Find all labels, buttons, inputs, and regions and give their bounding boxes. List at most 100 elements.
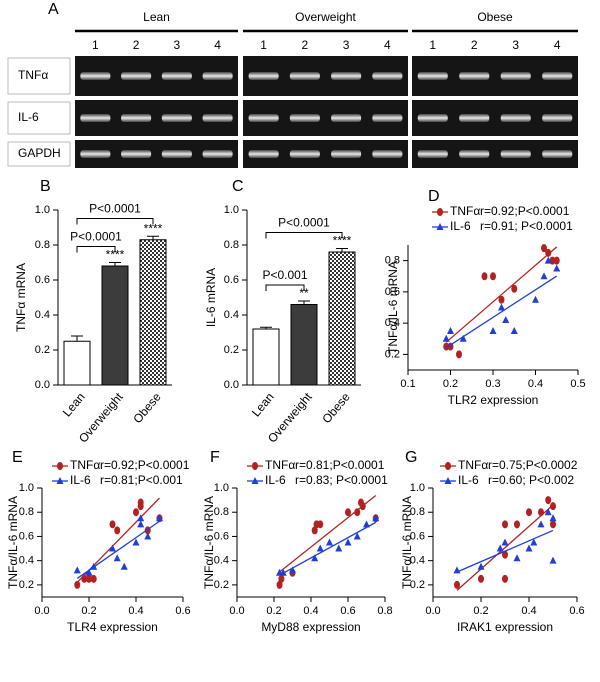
x-tick-label: 0.0 (229, 605, 244, 617)
gel-band (372, 114, 403, 122)
point (345, 508, 351, 517)
y-tick-label: 0.4 (410, 555, 425, 567)
legend-label: TNFα (70, 458, 100, 472)
legend-stat: r=0.75;P<0.0002 (488, 458, 578, 472)
point (530, 538, 538, 546)
gel-band (248, 72, 279, 80)
row-label-box (7, 57, 71, 95)
point (498, 295, 505, 304)
point (498, 303, 505, 311)
fit-line (445, 246, 558, 343)
legend-label: TNFα (458, 458, 488, 472)
x-tick-label: 0.5 (570, 378, 585, 390)
y-tick-label: 1.0 (19, 482, 34, 494)
row-label: IL-6 (18, 110, 39, 124)
x-tick-label: 0.0 (425, 605, 440, 617)
bar (63, 340, 91, 386)
point (372, 514, 380, 522)
gel-band (161, 72, 192, 80)
legend-marker (436, 223, 444, 230)
comparison-label: P<0.0001 (70, 230, 122, 244)
point (156, 514, 163, 522)
gel-band (500, 150, 531, 158)
y-tick-label: 0.6 (35, 274, 50, 286)
gel-band (121, 150, 152, 158)
x-axis-label: TLR4 expression (67, 620, 158, 634)
y-tick-label: 1.0 (410, 482, 425, 494)
point (442, 334, 450, 342)
lane-label: 2 (133, 38, 140, 52)
x-axis-label: TLR2 expression (448, 393, 539, 407)
gel-band (121, 114, 152, 122)
point (278, 574, 285, 583)
fit-line (456, 529, 554, 573)
point (540, 272, 548, 280)
point (502, 520, 508, 529)
point (120, 562, 128, 570)
panel-letter: G (405, 449, 417, 466)
significance-label: **** (144, 221, 163, 235)
point (81, 574, 88, 583)
legend-marker (251, 477, 259, 484)
point (502, 316, 510, 323)
point (276, 580, 283, 589)
x-tick-label: 0.6 (569, 605, 584, 617)
x-tick-label: Obese (130, 390, 164, 426)
y-tick-label: 0.6 (385, 286, 400, 298)
point (478, 574, 484, 583)
gel-band (161, 114, 192, 122)
y-tick-label: 0.8 (214, 506, 229, 518)
bar (139, 239, 167, 386)
gel-band (248, 114, 279, 122)
x-tick-label: 0.8 (377, 605, 392, 617)
gel-band (542, 72, 573, 80)
legend-marker (444, 477, 452, 484)
point (311, 526, 318, 535)
legend-label: TNFα (265, 458, 295, 472)
y-tick-label: 1.0 (214, 482, 229, 494)
point (317, 520, 324, 529)
point (502, 550, 508, 559)
x-tick-label: 0.2 (266, 605, 281, 617)
point (501, 538, 509, 546)
gel-band (459, 150, 490, 158)
y-tick-label: 0.8 (224, 239, 239, 251)
y-tick-label: 0.2 (385, 348, 400, 360)
y-tick-label: 0.2 (410, 579, 425, 591)
panel-letter: C (232, 178, 244, 195)
gel-band (202, 150, 233, 158)
lane-label: 1 (92, 38, 99, 52)
point (311, 554, 319, 562)
lane-label: 3 (174, 38, 181, 52)
point (553, 264, 561, 272)
significance-label: ** (299, 286, 309, 300)
group-label: Obese (477, 10, 513, 24)
lane-label: 4 (214, 38, 221, 52)
point (113, 554, 121, 562)
comparison-bracket (76, 218, 154, 225)
point (335, 544, 343, 552)
point (544, 508, 552, 516)
y-tick-label: 0.4 (214, 555, 229, 567)
gel-band (80, 114, 111, 122)
point (496, 544, 504, 552)
point (545, 248, 552, 257)
legend-marker (56, 477, 64, 484)
row-label: TNFα (18, 68, 48, 82)
y-axis-label: TNFα/IL-6 mRNA (202, 496, 216, 589)
y-axis-label: TNFα/IL-6 mRNA (6, 496, 20, 589)
y-tick-label: 0.8 (410, 506, 425, 518)
panel-letter: B (40, 178, 51, 195)
y-tick-label: 0.4 (19, 555, 34, 567)
point (109, 544, 116, 552)
significance-label: **** (333, 234, 352, 248)
legend-marker (445, 462, 451, 470)
lane-label: 3 (512, 38, 519, 52)
gel-band (121, 72, 152, 80)
legend-label: IL-6 (458, 473, 479, 487)
point (525, 544, 533, 552)
x-tick-label: 0.0 (34, 605, 49, 617)
gel-band (417, 72, 448, 80)
point (447, 326, 454, 334)
